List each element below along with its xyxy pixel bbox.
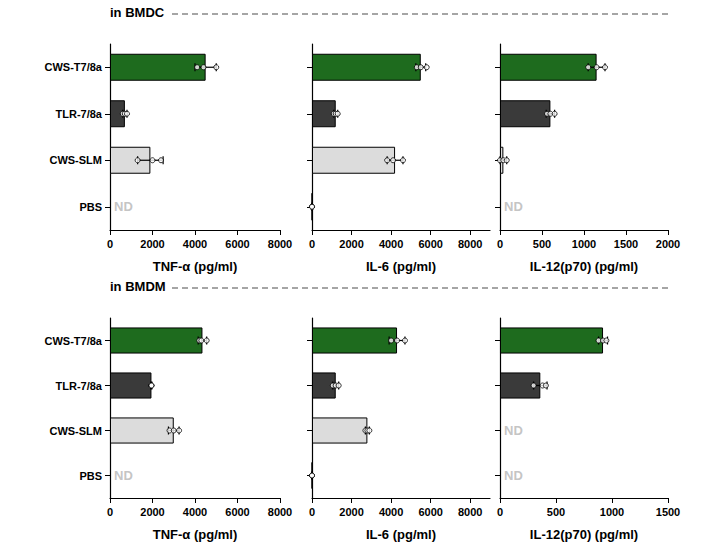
svg-text:IL-6 (pg/ml): IL-6 (pg/ml) <box>366 259 436 274</box>
svg-text:1000: 1000 <box>572 238 596 250</box>
svg-text:1000: 1000 <box>600 506 624 518</box>
svg-text:CWS-T7/8a: CWS-T7/8a <box>45 61 103 73</box>
svg-text:0: 0 <box>309 238 315 250</box>
svg-text:TNF-α (pg/ml): TNF-α (pg/ml) <box>153 259 238 274</box>
svg-text:4000: 4000 <box>183 506 207 518</box>
svg-text:0: 0 <box>107 238 113 250</box>
svg-text:IL-12(p70) (pg/ml): IL-12(p70) (pg/ml) <box>530 259 638 274</box>
svg-text:6000: 6000 <box>225 506 249 518</box>
svg-text:2000: 2000 <box>656 238 680 250</box>
svg-text:0: 0 <box>309 506 315 518</box>
svg-text:CWS-T7/8a: CWS-T7/8a <box>45 335 103 347</box>
svg-text:PBS: PBS <box>79 201 102 213</box>
svg-text:in BMDC: in BMDC <box>110 5 165 20</box>
svg-text:2000: 2000 <box>339 238 363 250</box>
svg-text:4000: 4000 <box>379 238 403 250</box>
svg-text:TLR-7/8a: TLR-7/8a <box>56 380 103 392</box>
svg-text:0: 0 <box>497 506 503 518</box>
svg-text:2000: 2000 <box>140 506 164 518</box>
svg-text:CWS-SLM: CWS-SLM <box>49 425 102 437</box>
svg-text:6000: 6000 <box>225 238 249 250</box>
svg-text:PBS: PBS <box>79 470 102 482</box>
svg-text:4000: 4000 <box>379 506 403 518</box>
svg-text:6000: 6000 <box>418 506 442 518</box>
svg-text:TNF-α (pg/ml): TNF-α (pg/ml) <box>153 527 238 542</box>
svg-text:0: 0 <box>107 506 113 518</box>
svg-text:500: 500 <box>547 506 565 518</box>
svg-text:6000: 6000 <box>418 238 442 250</box>
svg-text:8000: 8000 <box>268 238 292 250</box>
svg-text:ND: ND <box>504 468 523 483</box>
svg-text:ND: ND <box>504 199 523 214</box>
svg-text:2000: 2000 <box>339 506 363 518</box>
svg-text:IL-12(p70) (pg/ml): IL-12(p70) (pg/ml) <box>530 527 638 542</box>
svg-text:0: 0 <box>497 238 503 250</box>
svg-text:500: 500 <box>533 238 551 250</box>
svg-text:8000: 8000 <box>268 506 292 518</box>
svg-text:2000: 2000 <box>140 238 164 250</box>
svg-text:1500: 1500 <box>656 506 680 518</box>
svg-text:1500: 1500 <box>614 238 638 250</box>
svg-text:ND: ND <box>114 199 133 214</box>
svg-text:4000: 4000 <box>183 238 207 250</box>
svg-text:TLR-7/8a: TLR-7/8a <box>56 108 103 120</box>
svg-text:8000: 8000 <box>458 506 482 518</box>
svg-text:in BMDM: in BMDM <box>110 279 166 294</box>
svg-text:ND: ND <box>504 423 523 438</box>
svg-text:8000: 8000 <box>458 238 482 250</box>
svg-text:IL-6 (pg/ml): IL-6 (pg/ml) <box>366 527 436 542</box>
svg-text:CWS-SLM: CWS-SLM <box>49 154 102 166</box>
svg-text:ND: ND <box>114 468 133 483</box>
